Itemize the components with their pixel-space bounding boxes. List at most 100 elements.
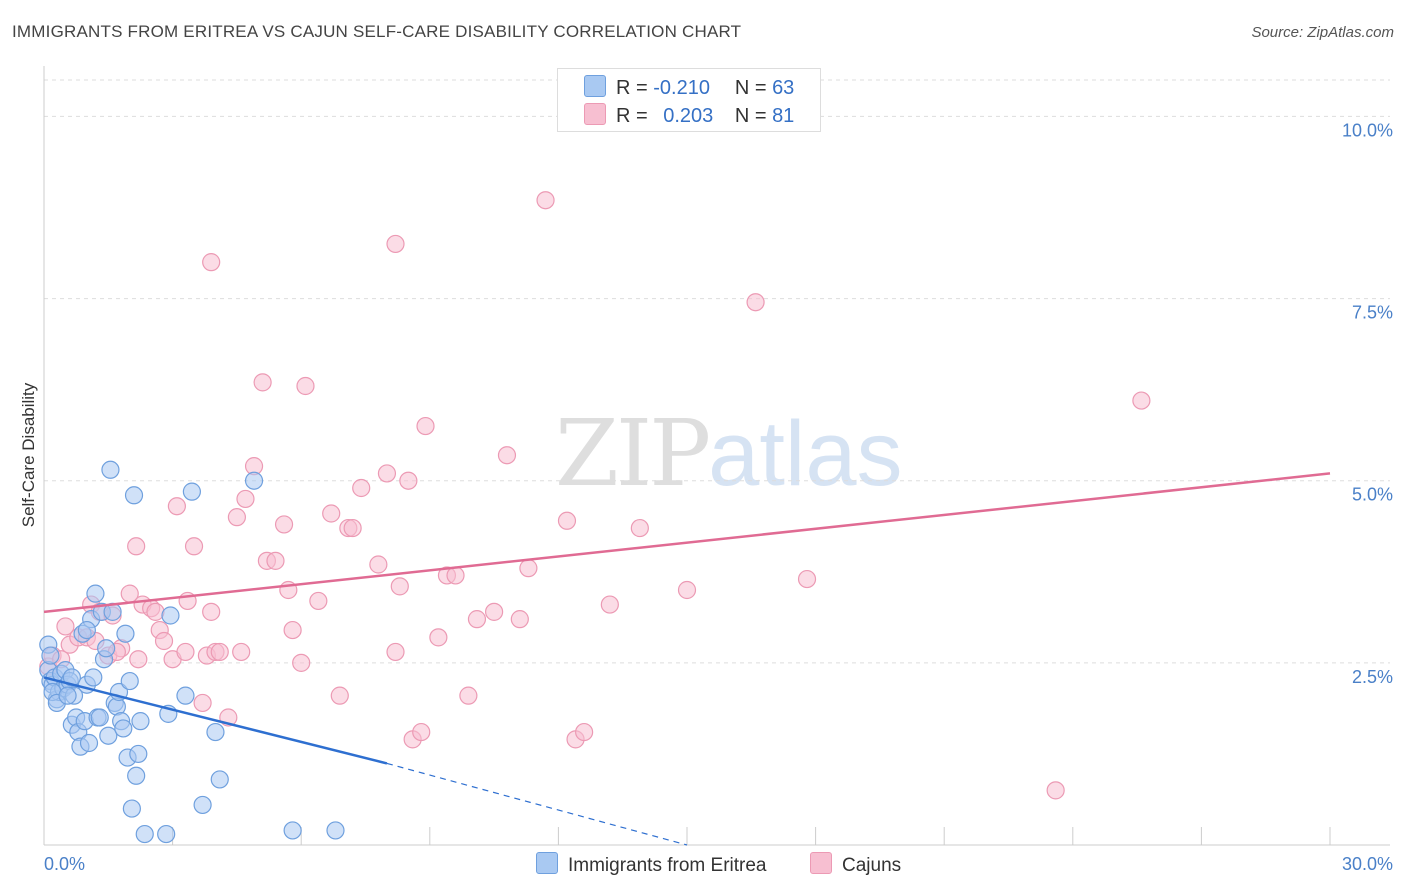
chart-source: Source: ZipAtlas.com xyxy=(1251,24,1394,41)
cajun-point xyxy=(416,416,435,436)
cajun-point xyxy=(510,610,529,629)
eritrea-trend-extension xyxy=(386,762,688,846)
cajun-point xyxy=(253,373,272,392)
cajun-point xyxy=(485,602,504,621)
cajun-point xyxy=(129,650,148,669)
cajun-point xyxy=(399,471,418,490)
cajun-point xyxy=(202,602,221,621)
eritrea-point xyxy=(97,639,116,658)
y-tick-label: 7.5% xyxy=(1352,303,1393,323)
cajun-point xyxy=(575,722,594,742)
y-tick-label: 2.5% xyxy=(1352,667,1393,687)
cajun-swatch xyxy=(584,103,606,125)
legend-r-value-eritrea: -0.210 xyxy=(653,77,710,99)
eritrea-point xyxy=(206,722,225,742)
eritrea-point xyxy=(135,824,154,844)
cajun-point xyxy=(386,234,405,254)
x-tick-label: 30.0% xyxy=(1342,854,1393,874)
cajun-point xyxy=(600,595,619,614)
watermark-zip: ZIP xyxy=(555,400,711,507)
cajun-point xyxy=(746,293,765,312)
legend-row-cajun: R = 0.203 N = 81 xyxy=(584,103,794,128)
cajun-point xyxy=(127,537,146,556)
cajun-point xyxy=(352,478,371,498)
cajun-point xyxy=(330,686,349,705)
eritrea-legend-swatch xyxy=(536,852,558,874)
correlation-legend: R = -0.210 N = 63 R = 0.203 N = 81 xyxy=(557,68,821,132)
eritrea-point xyxy=(244,471,264,490)
cajun-point xyxy=(202,253,221,272)
cajun-point xyxy=(184,537,204,556)
eritrea-point xyxy=(283,821,302,840)
cajun-point xyxy=(497,446,517,465)
eritrea-point xyxy=(124,486,144,505)
cajun-point xyxy=(274,515,294,534)
cajun-point xyxy=(227,508,246,527)
cajun-point xyxy=(176,642,195,662)
cajun-legend-swatch xyxy=(810,852,832,874)
eritrea-swatch xyxy=(584,75,606,97)
cajun-point xyxy=(677,580,697,600)
cajun-point xyxy=(56,617,75,636)
cajun-point xyxy=(386,642,405,662)
eritrea-point xyxy=(193,795,212,815)
cajun-point xyxy=(1132,391,1151,410)
cajun-point xyxy=(292,653,311,672)
cajun-point xyxy=(296,376,315,396)
cajun-point xyxy=(369,555,388,574)
eritrea-point xyxy=(122,799,141,818)
cajun-point xyxy=(557,511,577,530)
eritrea-point xyxy=(161,606,180,625)
cajun-point xyxy=(232,642,251,662)
x-tick-label: 0.0% xyxy=(44,854,85,874)
eritrea-point xyxy=(41,646,60,665)
cajun-point xyxy=(429,628,448,647)
eritrea-point xyxy=(176,686,195,705)
eritrea-points xyxy=(39,460,345,844)
cajun-point xyxy=(446,566,465,585)
eritrea-point xyxy=(79,733,99,753)
legend-n-value-cajun: 81 xyxy=(772,105,795,127)
cajun-point xyxy=(322,504,341,523)
y-tick-label: 10.0% xyxy=(1342,120,1393,140)
eritrea-point xyxy=(116,624,135,643)
cajun-point xyxy=(283,620,302,640)
cajun-point xyxy=(236,489,255,509)
eritrea-point xyxy=(210,770,229,789)
grid-lines xyxy=(44,79,1390,664)
eritrea-point xyxy=(62,668,81,687)
eritrea-point xyxy=(157,824,176,844)
watermark: ZIPatlas xyxy=(555,400,903,507)
tick-labels: 2.5% 5.0% 7.5% 10.0% 0.0% 30.0% xyxy=(44,120,1393,874)
cajun-point xyxy=(377,464,397,483)
chart-title: IMMIGRANTS FROM ERITREA VS CAJUN SELF-CA… xyxy=(12,22,742,41)
eritrea-point xyxy=(182,482,201,501)
legend-n-label: N = xyxy=(734,77,767,99)
cajun-point xyxy=(210,642,229,662)
cajun-point xyxy=(467,610,487,629)
legend-n-value-eritrea: 63 xyxy=(772,77,795,99)
cajun-point xyxy=(519,559,538,578)
cajun-point xyxy=(146,602,165,621)
eritrea-point xyxy=(131,712,150,731)
y-tick-label: 5.0% xyxy=(1352,485,1393,505)
eritrea-point xyxy=(114,719,133,738)
cajun-points xyxy=(39,191,1151,800)
eritrea-point xyxy=(77,620,96,640)
bottom-legend-eritrea-label: Immigrants from Eritrea xyxy=(568,855,767,876)
eritrea-point xyxy=(99,726,118,745)
eritrea-point xyxy=(90,708,109,727)
cajun-point xyxy=(536,191,555,210)
cajun-trend-line xyxy=(43,472,1331,614)
eritrea-point xyxy=(127,766,146,785)
eritrea-point xyxy=(84,668,103,687)
legend-r-label: R = xyxy=(616,77,648,99)
cajun-point xyxy=(193,693,212,713)
cajun-point xyxy=(167,497,186,516)
legend-row-eritrea: R = -0.210 N = 63 xyxy=(584,75,794,100)
bottom-legend-cajun: Cajuns xyxy=(810,852,901,877)
cajun-point xyxy=(797,569,817,589)
eritrea-point xyxy=(129,744,148,764)
cajun-point xyxy=(343,518,362,538)
eritrea-point xyxy=(86,584,105,603)
